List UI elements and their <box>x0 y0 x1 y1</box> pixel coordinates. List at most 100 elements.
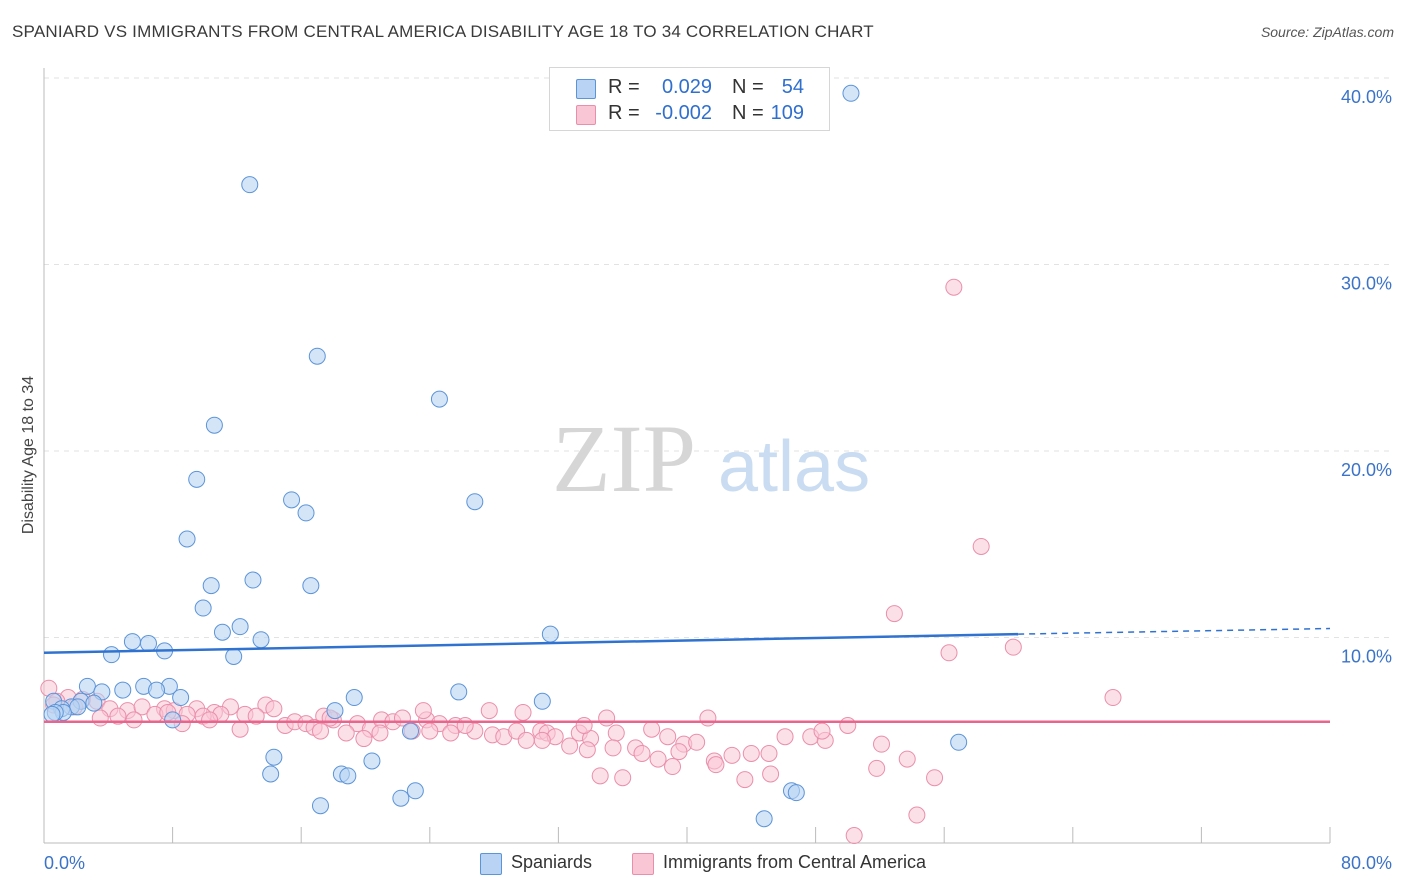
data-point-immigrants <box>614 769 632 787</box>
data-point-immigrants <box>480 702 498 720</box>
data-point-immigrants <box>664 758 682 776</box>
data-point-immigrants <box>649 750 667 768</box>
data-point-immigrants <box>873 735 891 753</box>
data-point-spaniards <box>241 176 259 194</box>
data-point-spaniards <box>202 577 220 595</box>
data-point-immigrants <box>575 717 593 735</box>
data-point-spaniards <box>392 789 410 807</box>
data-point-spaniards <box>787 784 805 802</box>
data-point-immigrants <box>201 711 219 729</box>
data-point-spaniards <box>178 530 196 548</box>
data-point-immigrants <box>578 741 596 759</box>
data-point-immigrants <box>247 707 265 725</box>
legend-swatch-pink <box>632 853 654 875</box>
data-point-immigrants <box>845 827 863 845</box>
y-tick-label: 40.0% <box>1341 87 1392 107</box>
data-point-spaniards <box>402 722 420 740</box>
data-point-spaniards <box>164 711 182 729</box>
n-label: N = <box>732 102 764 124</box>
data-point-spaniards <box>363 752 381 770</box>
r-value: 0.029 <box>661 76 712 98</box>
series-legend: Spaniards Immigrants from Central Americ… <box>0 852 1406 878</box>
data-point-spaniards <box>188 470 206 488</box>
data-point-immigrants <box>908 806 926 824</box>
data-point-spaniards <box>308 347 326 365</box>
data-point-spaniards <box>755 810 773 828</box>
data-point-spaniards <box>466 493 484 511</box>
data-point-immigrants <box>1004 638 1022 656</box>
data-point-spaniards <box>533 692 551 710</box>
data-point-immigrants <box>972 537 990 555</box>
data-point-immigrants <box>442 724 460 742</box>
data-point-immigrants <box>926 769 944 787</box>
data-point-spaniards <box>123 633 141 651</box>
data-point-spaniards <box>244 571 262 589</box>
data-point-spaniards <box>139 634 157 652</box>
data-point-immigrants <box>659 728 677 746</box>
data-point-immigrants <box>699 709 717 727</box>
data-point-immigrants <box>688 733 706 751</box>
data-point-spaniards <box>225 648 243 665</box>
data-point-immigrants <box>337 724 355 742</box>
data-point-spaniards <box>148 681 166 699</box>
data-point-spaniards <box>262 765 280 783</box>
y-tick-label: 10.0% <box>1341 647 1392 667</box>
y-axis-label: Disability Age 18 to 34 <box>20 376 37 534</box>
data-point-spaniards <box>265 748 283 766</box>
data-point-immigrants <box>355 730 373 748</box>
data-point-spaniards <box>114 681 132 699</box>
data-point-spaniards <box>252 631 270 649</box>
data-point-immigrants <box>109 707 127 725</box>
correlation-legend: R = 0.029 N = 54 R = -0.002 N = 109 <box>549 67 830 131</box>
data-point-immigrants <box>133 698 151 716</box>
data-point-spaniards <box>406 782 424 800</box>
data-point-immigrants <box>839 717 857 735</box>
n-value: 54 <box>781 76 804 98</box>
data-point-immigrants <box>311 722 329 740</box>
source-label: Source: ZipAtlas.com <box>1260 24 1394 40</box>
data-point-spaniards <box>311 797 329 815</box>
x-tick-label: 80.0% <box>1341 853 1392 873</box>
data-point-immigrants <box>1104 689 1122 707</box>
legend-swatch-blue <box>480 853 502 875</box>
watermark-atlas: atlas <box>718 427 870 507</box>
data-point-immigrants <box>604 739 622 757</box>
data-point-immigrants <box>421 722 439 740</box>
data-point-immigrants <box>898 750 916 768</box>
trend-line-spaniards <box>43 632 1019 655</box>
data-point-immigrants <box>707 756 725 774</box>
data-point-immigrants <box>670 743 688 761</box>
data-point-immigrants <box>591 767 609 785</box>
series-spaniards-points <box>43 84 968 828</box>
data-point-immigrants <box>414 702 432 720</box>
data-point-spaniards <box>302 577 320 595</box>
data-point-spaniards <box>205 416 223 434</box>
data-point-immigrants <box>371 724 389 742</box>
data-point-immigrants <box>533 731 551 749</box>
data-point-immigrants <box>760 744 778 762</box>
data-point-immigrants <box>91 709 109 727</box>
data-point-immigrants <box>742 744 760 762</box>
data-point-spaniards <box>842 84 860 102</box>
legend-swatch-pink <box>576 105 596 125</box>
data-point-spaniards <box>231 618 249 636</box>
data-point-spaniards <box>950 733 968 751</box>
data-point-immigrants <box>723 746 741 764</box>
data-point-spaniards <box>450 683 468 701</box>
data-point-immigrants <box>633 744 651 762</box>
trend-line-spaniards-extension <box>1018 627 1331 635</box>
data-point-spaniards <box>213 623 231 641</box>
data-point-immigrants <box>643 720 661 738</box>
data-point-immigrants <box>945 278 963 296</box>
r-value: -0.002 <box>655 102 712 124</box>
data-point-immigrants <box>598 709 616 727</box>
data-point-immigrants <box>517 731 535 749</box>
legend-label: Spaniards <box>511 852 593 872</box>
legend-swatch-blue <box>576 79 596 99</box>
data-point-immigrants <box>776 728 794 746</box>
r-label: R = <box>608 102 640 124</box>
data-point-spaniards <box>43 705 61 723</box>
data-point-immigrants <box>231 720 249 738</box>
data-point-immigrants <box>762 765 780 783</box>
